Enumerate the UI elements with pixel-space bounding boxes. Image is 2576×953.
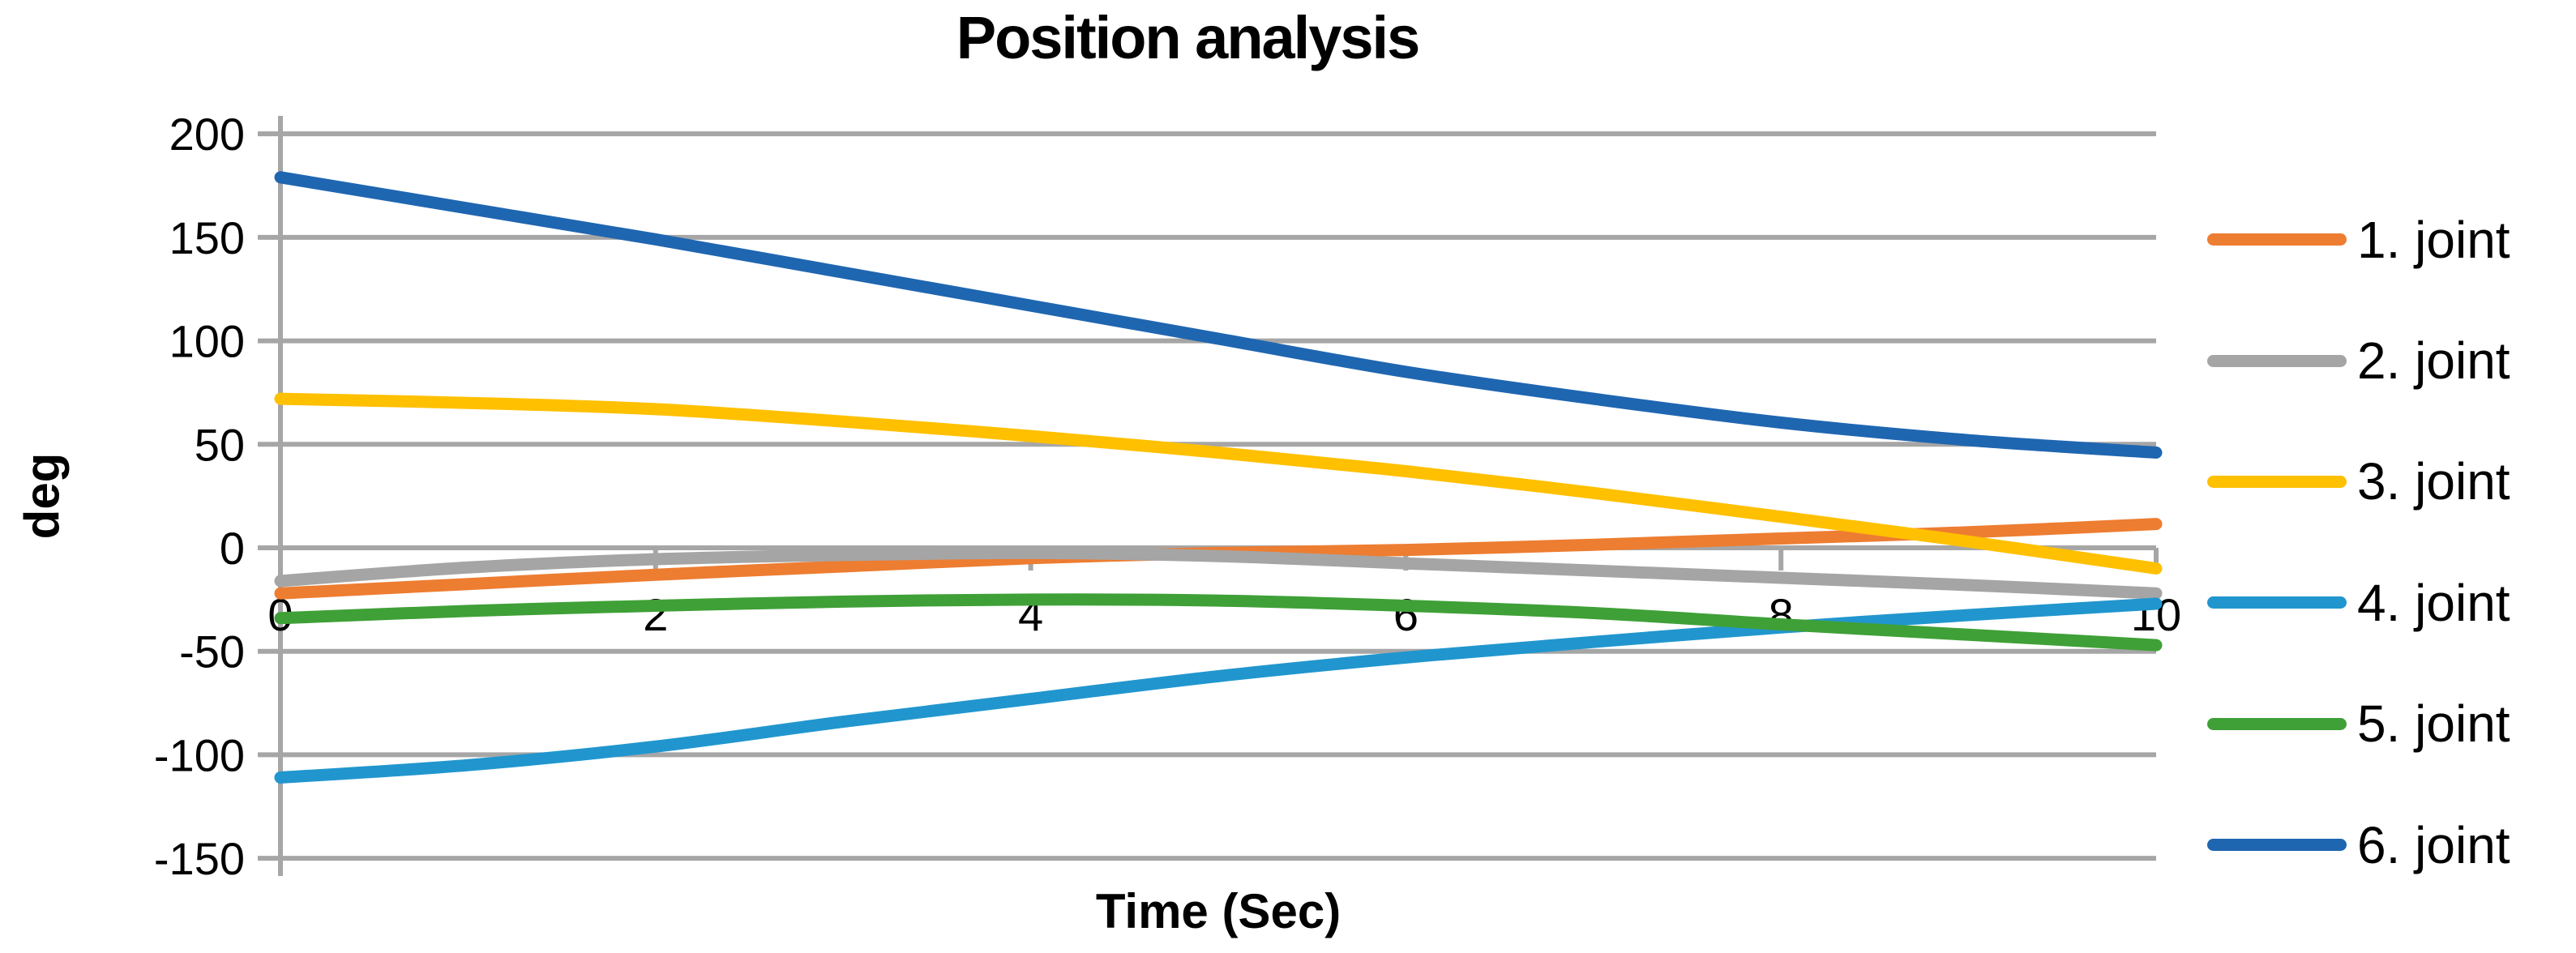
legend-swatch-1-joint <box>2207 233 2347 246</box>
x-tick-label-6: 6 <box>1393 589 1419 640</box>
y-tick-label--50: -50 <box>179 626 245 677</box>
series-line-6-joint <box>274 171 2163 459</box>
legend-label-2-joint: 2. joint <box>2357 331 2510 391</box>
x-axis-title: Time (Sec) <box>1095 884 1341 938</box>
chart-title: Position analysis <box>956 4 1421 71</box>
y-tick-label-100: 100 <box>169 316 245 367</box>
legend-label-4-joint: 4. joint <box>2357 573 2510 632</box>
y-tick-label--150: -150 <box>154 833 245 884</box>
legend-item-6-joint: 6. joint <box>2207 784 2510 905</box>
legend-swatch-5-joint <box>2207 717 2347 730</box>
x-tick-label-2: 2 <box>643 589 668 640</box>
legend-item-1-joint: 1. joint <box>2207 179 2510 300</box>
y-tick-label-0: 0 <box>220 523 245 574</box>
y-tick-label-200: 200 <box>169 109 245 160</box>
series-line-5-joint <box>274 593 2163 652</box>
legend-item-4-joint: 4. joint <box>2207 542 2510 663</box>
legend-swatch-4-joint <box>2207 596 2347 609</box>
legend-label-3-joint: 3. joint <box>2357 452 2510 511</box>
legend-label-1-joint: 1. joint <box>2357 210 2510 269</box>
series-line-3-joint <box>274 392 2163 575</box>
legend-swatch-6-joint <box>2207 839 2347 852</box>
legend-label-5-joint: 5. joint <box>2357 694 2510 754</box>
legend-swatch-3-joint <box>2207 475 2347 488</box>
legend-item-5-joint: 5. joint <box>2207 664 2510 784</box>
legend-item-2-joint: 2. joint <box>2207 300 2510 421</box>
y-tick-label--100: -100 <box>154 729 245 780</box>
y-tick-label-150: 150 <box>169 212 245 263</box>
y-tick-label-50: 50 <box>195 419 245 470</box>
legend: 1. joint 2. joint 3. joint 4. joint 5. joint… <box>2207 179 2510 905</box>
legend-item-3-joint: 3. joint <box>2207 421 2510 542</box>
legend-label-6-joint: 6. joint <box>2357 815 2510 874</box>
series-line-2-joint <box>274 546 2163 600</box>
legend-swatch-2-joint <box>2207 354 2347 367</box>
